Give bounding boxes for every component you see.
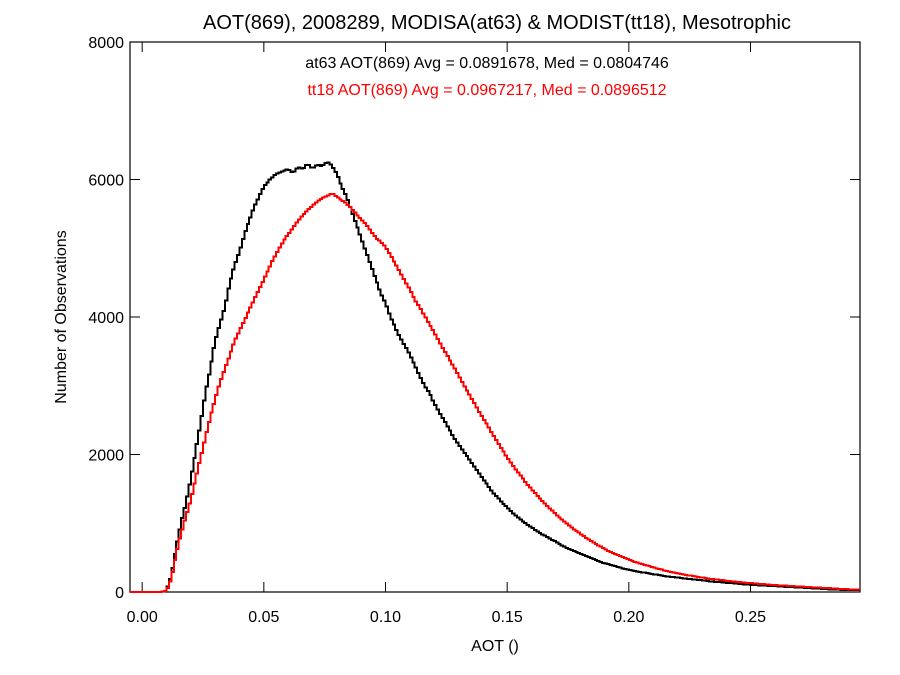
chart-title: AOT(869), 2008289, MODISA(at63) & MODIST…: [203, 12, 791, 34]
series-layer: [130, 161, 860, 593]
y-axis-label: Number of Observations: [53, 230, 70, 403]
series-line-at63: [130, 161, 860, 593]
y-tick-label: 6000: [88, 173, 124, 190]
x-axis-label: AOT (): [471, 638, 519, 655]
x-tick-label: 0.05: [248, 609, 279, 626]
x-axis: 0.00 0.05 0.10 0.15 0.20 0.25: [127, 42, 766, 626]
y-tick-label: 4000: [88, 310, 124, 327]
stats-annotation-tt18: tt18 AOT(869) Avg = 0.0967217, Med = 0.0…: [307, 82, 666, 99]
y-tick-label: 2000: [88, 448, 124, 465]
y-axis: 0 2000 4000 6000 8000: [88, 35, 860, 602]
x-tick-label: 0.10: [370, 609, 401, 626]
stats-annotation-at63: at63 AOT(869) Avg = 0.0891678, Med = 0.0…: [305, 55, 669, 72]
y-tick-label: 8000: [88, 35, 124, 52]
series-line-tt18: [130, 192, 860, 593]
x-tick-label: 0.25: [735, 609, 766, 626]
y-tick-label: 0: [115, 585, 124, 602]
x-tick-label: 0.15: [492, 609, 523, 626]
x-tick-label: 0.00: [127, 609, 158, 626]
x-tick-label: 0.20: [613, 609, 644, 626]
